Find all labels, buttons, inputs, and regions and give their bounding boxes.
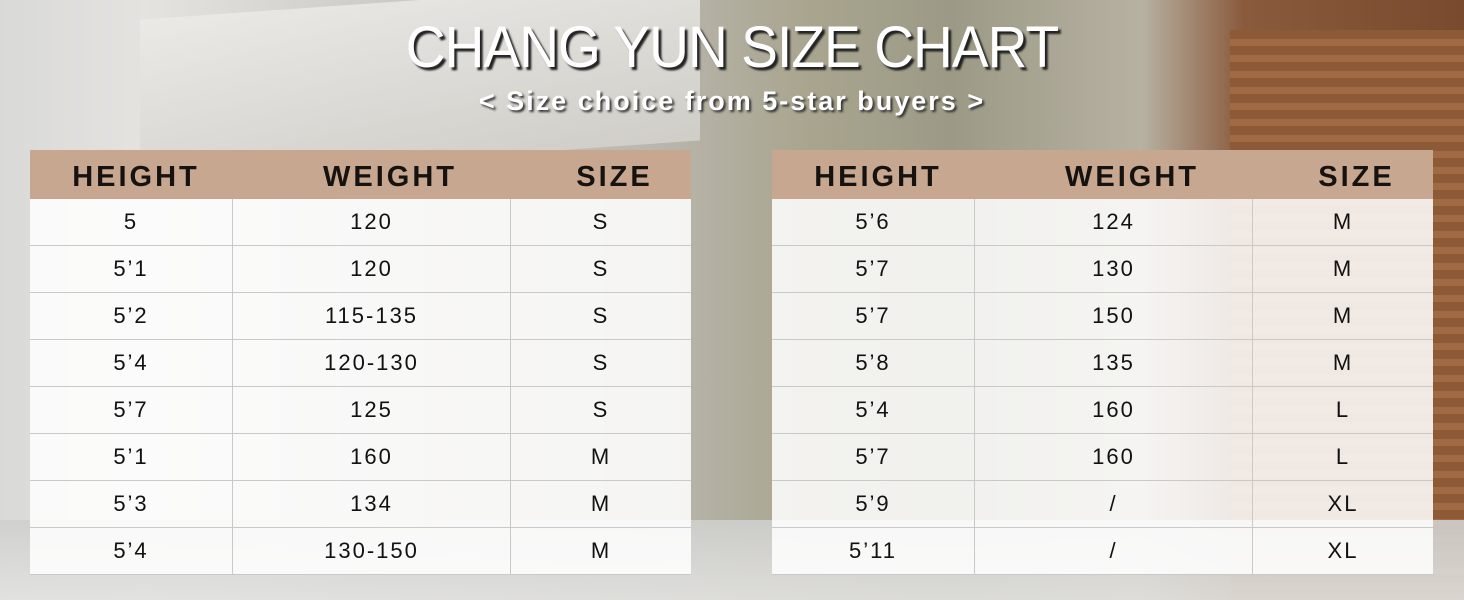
cell-height: 5’4 — [30, 528, 233, 574]
cell-size: S — [592, 209, 610, 234]
cell-size: M — [1332, 350, 1354, 375]
cell-height: 5’9 — [772, 481, 975, 527]
table-row: 5’7 150 M — [772, 293, 1433, 340]
cell-size: S — [592, 256, 610, 281]
cell-size: L — [1335, 444, 1351, 469]
cell-height: 5’7 — [772, 434, 975, 480]
table-row: 5’9/ XL — [772, 481, 1433, 528]
cell-height: 5’3 — [30, 481, 233, 527]
cell-height: 5’11 — [772, 528, 975, 574]
cell-weight: 130 — [975, 246, 1253, 292]
cell-height: 5’7 — [772, 293, 975, 339]
cell-weight: 160 — [975, 387, 1253, 433]
table-row: 5’4 120-130 S — [30, 340, 691, 387]
cell-size: M — [1332, 303, 1354, 328]
cell-height: 5’7 — [772, 246, 975, 292]
cell-size: L — [1335, 397, 1351, 422]
cell-height: 5’4 — [772, 387, 975, 433]
cell-size: XL — [1327, 538, 1359, 563]
cell-height: 5 — [30, 199, 233, 245]
table-row: 5’11/ XL — [772, 528, 1433, 575]
table-row: 5’7 160 L — [772, 434, 1433, 481]
cell-weight: 120 — [233, 199, 511, 245]
table-row: 5’8 135 M — [772, 340, 1433, 387]
table-row: 5’7 130 M — [772, 246, 1433, 293]
chart-title: CHANG YUN SIZE CHART — [405, 15, 1059, 80]
table-row: 5’1 160 M — [30, 434, 691, 481]
cell-weight: 124 — [975, 199, 1253, 245]
table-row: 5’2 115-135 S — [30, 293, 691, 340]
cell-height: 5’6 — [772, 199, 975, 245]
cell-height: 5’7 — [30, 387, 233, 433]
header-height: HEIGHT — [72, 161, 200, 193]
size-table-right: HEIGHT WEIGHT SIZE 5’6 124 M 5’7 130 M 5’7 150 M 5’8… — [772, 150, 1433, 575]
header-size: SIZE — [1318, 161, 1395, 193]
header-weight: WEIGHT — [1065, 161, 1199, 193]
cell-height: 5’4 — [30, 340, 233, 386]
cell-weight: 120-130 — [233, 340, 511, 386]
table-row: 5’4 160 L — [772, 387, 1433, 434]
cell-size: S — [592, 303, 610, 328]
cell-weight: 120 — [233, 246, 511, 292]
cell-height: 5’2 — [30, 293, 233, 339]
cell-weight: 130-150 — [233, 528, 511, 574]
header-weight: WEIGHT — [323, 161, 457, 193]
cell-size: S — [592, 350, 610, 375]
table-row: 5’7 125 S — [30, 387, 691, 434]
cell-size: M — [1332, 256, 1354, 281]
cell-weight: 125 — [233, 387, 511, 433]
table-row: 5’6 124 M — [772, 199, 1433, 246]
cell-size: M — [1332, 209, 1354, 234]
table-row: 5 120 S — [30, 199, 691, 246]
cell-size: XL — [1327, 491, 1359, 516]
size-table-left: HEIGHT WEIGHT SIZE 5 120 S 5’1 120 S 5’2 115-135 S 5… — [30, 150, 691, 575]
cell-size: M — [590, 444, 612, 469]
cell-height: 5’1 — [30, 246, 233, 292]
cell-size: M — [590, 538, 612, 563]
table-row: 5’4 130-150 M — [30, 528, 691, 575]
cell-size: M — [590, 491, 612, 516]
cell-weight: 150 — [975, 293, 1253, 339]
cell-weight: 134 — [233, 481, 511, 527]
header-size: SIZE — [576, 161, 653, 193]
table-header: HEIGHT WEIGHT SIZE — [772, 150, 1433, 199]
table-header: HEIGHT WEIGHT SIZE — [30, 150, 691, 199]
cell-size: S — [592, 397, 610, 422]
cell-height: 5’1 — [30, 434, 233, 480]
cell-weight: / — [975, 528, 1253, 574]
table-row: 5’3 134 M — [30, 481, 691, 528]
cell-weight: 135 — [975, 340, 1253, 386]
cell-weight: 160 — [233, 434, 511, 480]
cell-height: 5’8 — [772, 340, 975, 386]
cell-weight: 115-135 — [233, 293, 511, 339]
header-height: HEIGHT — [814, 161, 942, 193]
cell-weight: / — [975, 481, 1253, 527]
table-row: 5’1 120 S — [30, 246, 691, 293]
chart-subtitle: < Size choice from 5-star buyers > — [478, 86, 986, 116]
cell-weight: 160 — [975, 434, 1253, 480]
